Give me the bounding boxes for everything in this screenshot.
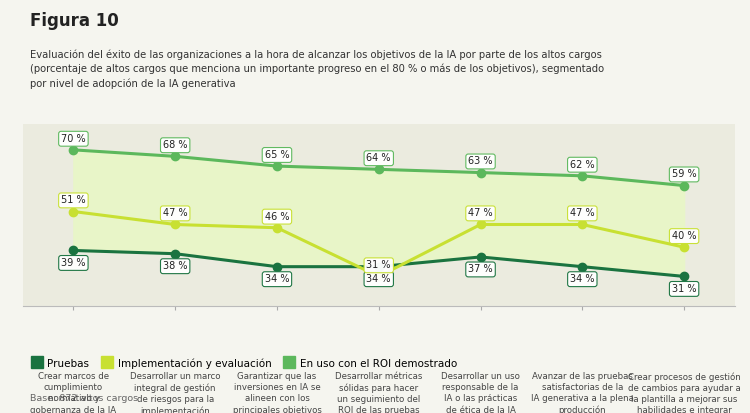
Text: Figura 10: Figura 10 (30, 12, 118, 31)
Text: 46 %: 46 % (265, 211, 290, 222)
Text: 59 %: 59 % (672, 169, 697, 179)
Text: 64 %: 64 % (367, 153, 391, 163)
Text: 38 %: 38 % (163, 261, 188, 271)
Text: 31 %: 31 % (672, 284, 696, 294)
Text: 47 %: 47 % (163, 209, 188, 218)
Text: 40 %: 40 % (672, 231, 696, 241)
Text: Base: 872 altos cargos: Base: 872 altos cargos (30, 394, 138, 404)
Text: 39 %: 39 % (62, 258, 86, 268)
Text: 51 %: 51 % (61, 195, 86, 205)
Text: 62 %: 62 % (570, 160, 595, 170)
Text: 70 %: 70 % (61, 134, 86, 144)
Text: 34 %: 34 % (265, 274, 290, 284)
Text: 34 %: 34 % (367, 274, 391, 284)
Text: 47 %: 47 % (468, 209, 493, 218)
Text: 31 %: 31 % (367, 260, 391, 270)
Text: 63 %: 63 % (468, 157, 493, 166)
Text: 34 %: 34 % (570, 274, 595, 284)
Text: 68 %: 68 % (163, 140, 188, 150)
Legend: Pruebas, Implementación y evaluación, En uso con el ROI demostrado: Pruebas, Implementación y evaluación, En… (28, 354, 461, 373)
Text: 65 %: 65 % (265, 150, 290, 160)
Text: 37 %: 37 % (468, 264, 493, 275)
Text: 47 %: 47 % (570, 209, 595, 218)
Text: Evaluación del éxito de las organizaciones a la hora de alcanzar los objetivos d: Evaluación del éxito de las organizacion… (30, 50, 604, 89)
